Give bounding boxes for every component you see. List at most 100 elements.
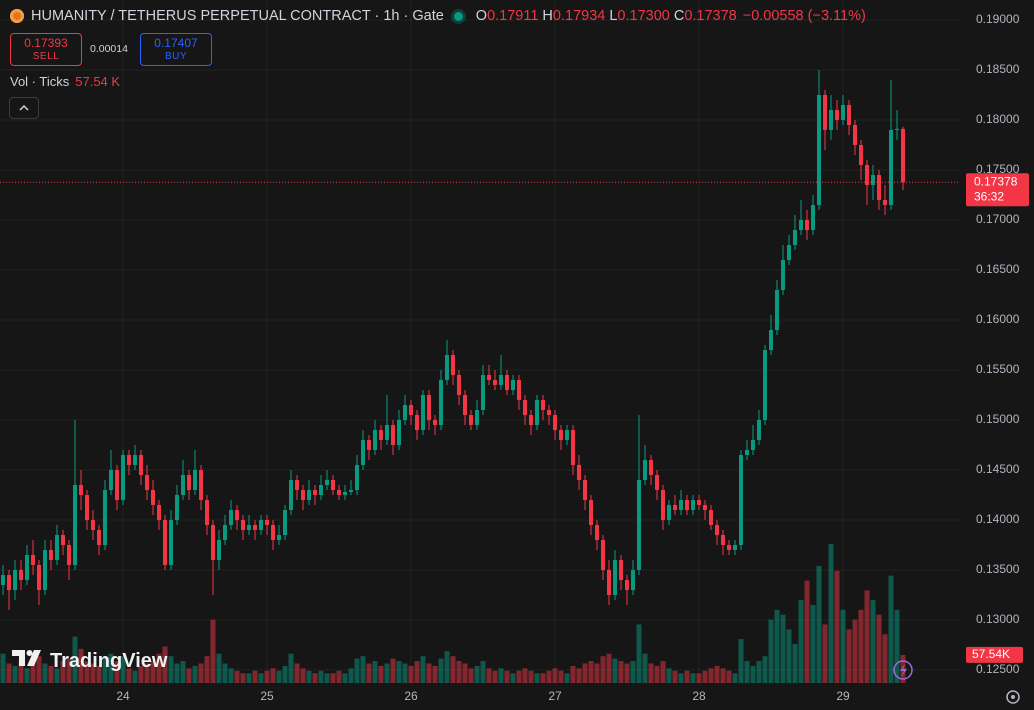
volume-bar <box>744 661 750 683</box>
volume-bar <box>882 634 888 683</box>
volume-bar <box>708 668 714 683</box>
volume-bar <box>150 661 156 683</box>
volume-bar <box>450 656 456 683</box>
volume-bar <box>426 663 432 683</box>
volume-bar <box>510 673 516 683</box>
volume-bar <box>402 663 408 683</box>
x-tick-label: 25 <box>260 689 274 703</box>
buy-button[interactable]: 0.17407 BUY <box>140 33 212 66</box>
candle-body <box>793 230 797 245</box>
candle-body <box>139 455 143 475</box>
volume-bar <box>636 624 642 683</box>
candle-body <box>649 460 653 475</box>
candle-body <box>643 460 647 480</box>
volume-bar <box>294 663 300 683</box>
volume-bar <box>756 661 762 683</box>
sell-price: 0.17393 <box>24 35 68 50</box>
candle-body <box>625 580 629 590</box>
candle-body <box>667 505 671 520</box>
candle-body <box>187 475 191 490</box>
candle-body <box>157 505 161 520</box>
candle-body <box>703 505 707 510</box>
candle-body <box>493 380 497 385</box>
chart-title: HUMANITY / TETHERUS PERPETUAL CONTRACT ·… <box>31 8 444 24</box>
candle-body <box>871 175 875 185</box>
candle-body <box>433 420 437 425</box>
candle-body <box>211 525 215 560</box>
volume-bar <box>132 670 138 683</box>
sell-button[interactable]: 0.17393 SELL <box>10 33 82 66</box>
candle-body <box>313 490 317 495</box>
y-tick-label: 0.17500 <box>976 162 1020 176</box>
market-status[interactable] <box>453 11 463 21</box>
volume-bar <box>114 661 120 683</box>
candle-body <box>613 560 617 595</box>
ohlc-legend: O0.17911 H0.17934 L0.17300 C0.17378 <box>472 8 737 24</box>
volume-bar <box>432 665 438 683</box>
volume-bar <box>198 663 204 683</box>
y-tick-label: 0.15500 <box>976 362 1020 376</box>
candle-body <box>361 440 365 465</box>
volume-bar <box>420 656 426 683</box>
collapse-button[interactable] <box>9 97 39 119</box>
candle-body <box>631 570 635 590</box>
candle-body <box>511 380 515 390</box>
volume-bar <box>660 661 666 683</box>
candle-body <box>223 525 227 540</box>
ohlc-key: H <box>542 8 553 24</box>
volume-bar <box>312 673 318 683</box>
volume-bar <box>810 604 816 683</box>
volume-bar <box>888 575 894 683</box>
candle-body <box>67 545 71 565</box>
candle-body <box>601 540 605 570</box>
ohlc-value: 0.17378 <box>684 8 737 24</box>
candle-body <box>787 245 791 260</box>
volume-bar <box>816 565 822 683</box>
volume-bar <box>546 670 552 683</box>
candle-body <box>265 520 269 525</box>
volume-bar <box>558 670 564 683</box>
candle-body <box>151 490 155 505</box>
candle-body <box>559 430 563 440</box>
volume-bar <box>528 670 534 683</box>
candle-body <box>523 400 527 415</box>
brand: TradingView <box>12 649 167 673</box>
volume-bar <box>258 673 264 683</box>
coin-icon <box>10 9 24 23</box>
candle-body <box>385 425 389 440</box>
x-tick-label: 27 <box>548 689 562 703</box>
candle-body <box>595 525 599 540</box>
candle-body <box>451 355 455 375</box>
volume-bar <box>798 600 804 683</box>
candle-body <box>691 500 695 510</box>
candle-body <box>715 525 719 535</box>
candle-body <box>889 130 893 205</box>
candle-body <box>439 380 443 425</box>
volume-bar <box>288 653 294 683</box>
volume-bar <box>486 668 492 683</box>
candle-body <box>31 555 35 565</box>
volume-bar <box>78 648 84 683</box>
ohlc-key: C <box>673 8 685 24</box>
candle-body <box>373 430 377 450</box>
ohlc-key: O <box>475 8 488 24</box>
candle-body <box>457 375 461 395</box>
spread: 0.00014 <box>90 43 128 55</box>
volume-bar <box>684 670 690 683</box>
settings-icon[interactable] <box>1006 690 1020 704</box>
volume-bar <box>180 661 186 683</box>
candle-body <box>547 410 551 415</box>
volume-bar <box>126 668 132 683</box>
candle-body <box>469 415 473 425</box>
y-tick-label: 0.17000 <box>976 212 1020 226</box>
volume-bar <box>216 653 222 683</box>
volume-bar <box>786 629 792 683</box>
brand-logo <box>12 649 44 673</box>
volume-bar <box>324 673 330 683</box>
candle-body <box>127 455 131 465</box>
ohlc-key: L <box>609 8 618 24</box>
candle-body <box>97 530 101 545</box>
candle-body <box>121 455 125 500</box>
candle-body <box>709 510 713 525</box>
candle-body <box>865 165 869 185</box>
